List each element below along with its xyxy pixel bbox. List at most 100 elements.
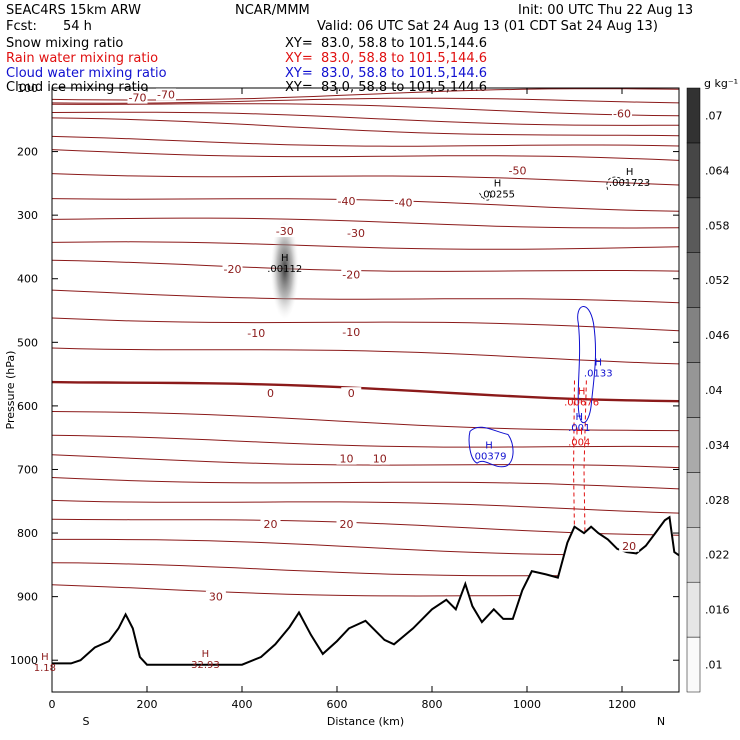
contour-label: -40 — [395, 196, 413, 209]
high-marker: H — [594, 358, 602, 369]
y-tick-label: 600 — [17, 400, 38, 413]
cloud-water-contour — [468, 426, 514, 468]
colorbar-segment — [686, 527, 701, 583]
high-marker: H — [494, 178, 502, 189]
contour-label: 10 — [340, 453, 354, 466]
contour-label-bg — [246, 326, 267, 339]
colorbar-label: .058 — [705, 219, 730, 232]
y-tick-label: 100 — [17, 82, 38, 95]
colorbar-segment — [686, 417, 701, 473]
isotherm-line — [52, 347, 679, 365]
contour-label: 0 — [348, 387, 355, 400]
y-tick-label: 300 — [17, 209, 38, 222]
colorbar-segment — [686, 87, 701, 144]
contour-label-bg — [341, 387, 362, 400]
isotherm-line — [52, 173, 679, 186]
high-marker: H — [578, 386, 586, 397]
contour-label-bg — [612, 107, 632, 120]
contour-label: -30 — [347, 227, 365, 240]
snow-contour — [606, 176, 628, 190]
contour-label-bg — [336, 518, 357, 531]
high-value: .0133 — [584, 369, 613, 380]
isotherm-line — [52, 434, 679, 448]
colorbar-label: .04 — [705, 384, 723, 397]
cloud-water-contour — [577, 306, 597, 424]
x-tick-label: 1000 — [513, 698, 541, 711]
colorbar-label: .01 — [705, 659, 723, 672]
high-marker: H — [575, 412, 583, 423]
isotherm-line — [52, 198, 679, 212]
colorbar-segment — [686, 142, 701, 199]
contour-label: -70 — [129, 92, 147, 105]
x-tick-label: 600 — [327, 698, 348, 711]
contour-label: 20 — [340, 518, 354, 531]
high-value: .00255 — [480, 189, 515, 200]
contour-label-bg — [127, 91, 148, 104]
isotherm-line — [52, 259, 679, 272]
x-tick-label: 400 — [232, 698, 253, 711]
high-value: .00676 — [564, 397, 599, 408]
isotherm-line — [52, 289, 679, 304]
init-time: Init: 00 UTC Thu 22 Aug 13 — [518, 3, 694, 18]
isotherm-line — [52, 111, 679, 126]
contour-label: -20 — [342, 268, 360, 281]
x-end-label-north: N — [657, 715, 665, 728]
contour-label: -10 — [342, 326, 360, 339]
contour-label: -40 — [338, 195, 356, 208]
contour-label: -20 — [224, 263, 242, 276]
colorbar-segment — [686, 581, 701, 638]
high-value: 32.93 — [191, 660, 220, 671]
contour-label-bg — [274, 225, 295, 238]
y-tick-label: 400 — [17, 273, 38, 286]
field-snow-xy: XY= 83.0, 58.8 to 101.5,144.6 — [285, 36, 488, 51]
high-value: .00112 — [267, 264, 302, 275]
colorbar-label: .022 — [705, 549, 730, 562]
contour-label-bg — [369, 452, 390, 465]
isotherm-line — [52, 103, 679, 117]
high-marker: H — [626, 167, 634, 178]
field-cloudwater-xy: XY= 83.0, 58.8 to 101.5,144.6 — [285, 66, 488, 81]
isotherm-line — [52, 117, 679, 137]
isotherm-line — [52, 241, 679, 250]
colorbar-label: .016 — [705, 604, 730, 617]
high-marker: H — [485, 440, 493, 451]
isotherm-line — [52, 97, 679, 104]
isotherm-line — [52, 477, 679, 490]
high-marker: H — [281, 253, 289, 264]
isotherm-line — [52, 217, 679, 229]
high-marker: H — [575, 426, 583, 437]
contour-label-bg — [346, 226, 366, 239]
contour-label: 0 — [267, 387, 274, 400]
forecast-hours: 54 h — [63, 19, 92, 34]
colorbar-unit: g kg⁻¹ — [704, 77, 738, 90]
contour-label-bg — [260, 387, 281, 400]
isotherm-line — [52, 454, 679, 469]
field-snow-name: Snow mixing ratio — [6, 36, 124, 51]
contour-label: -70 — [157, 88, 175, 101]
x-axis-label: Distance (km) — [327, 715, 404, 728]
x-tick-label: 200 — [137, 698, 158, 711]
field-rain-xy: XY= 83.0, 58.8 to 101.5,144.6 — [285, 51, 488, 66]
y-tick-label: 800 — [17, 527, 38, 540]
high-value: .001 — [568, 423, 590, 434]
contour-label: -50 — [509, 165, 527, 178]
contour-label-bg — [260, 518, 281, 531]
contour-label: -60 — [613, 107, 631, 120]
rain-water-contour — [573, 380, 587, 534]
cloud-ice-shading — [270, 219, 299, 320]
isotherm-line — [52, 317, 679, 332]
isotherm-line — [52, 149, 679, 161]
contour-label: -30 — [276, 225, 294, 238]
forecast-label: Fcst: — [6, 19, 37, 34]
y-tick-label: 200 — [17, 146, 38, 159]
colorbar-label: .034 — [705, 439, 730, 452]
contour-label-bg — [205, 590, 226, 603]
terrain-line — [52, 515, 679, 666]
org-label: NCAR/MMM — [235, 3, 310, 18]
colorbar-segment — [686, 472, 701, 528]
isotherm-line — [52, 135, 679, 147]
contour-label-bg — [336, 452, 357, 465]
contour-label-bg — [619, 539, 640, 552]
contour-label: 10 — [373, 453, 387, 466]
